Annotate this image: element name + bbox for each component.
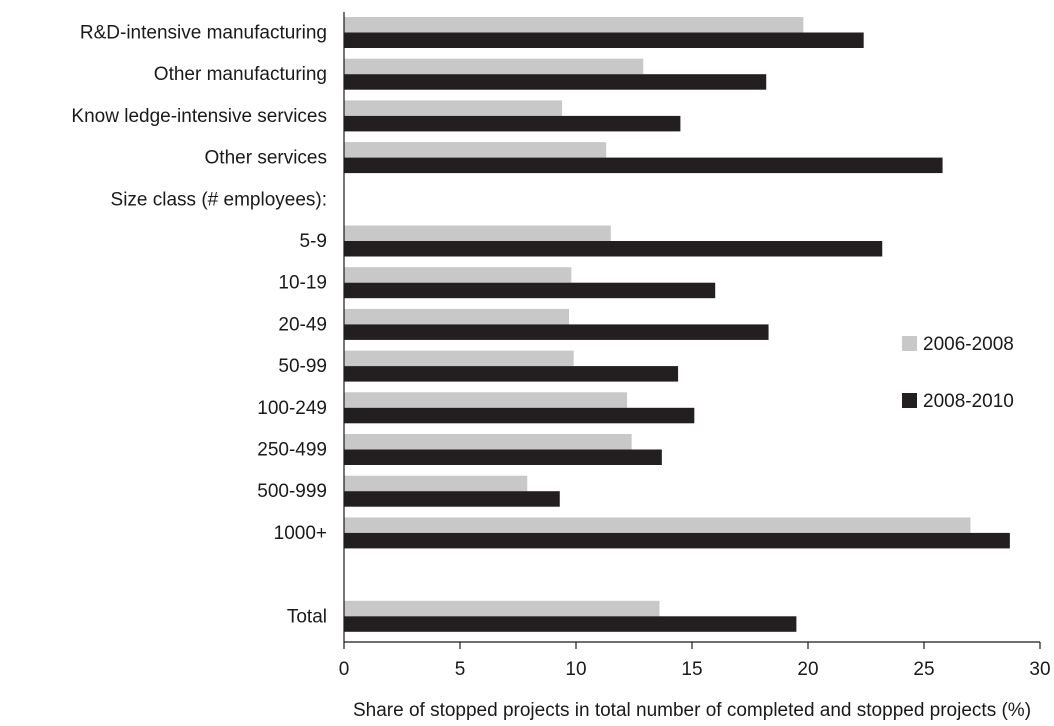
category-label: 250-499: [257, 440, 327, 461]
x-tick-label: 30: [1029, 659, 1050, 680]
x-tick-label: 20: [797, 659, 818, 680]
bar-2006-2008: [344, 58, 644, 75]
bar-2006-2008: [344, 434, 632, 450]
category-label: Other services: [205, 148, 327, 169]
x-axis-title: Share of stopped projects in total numbe…: [353, 700, 1031, 721]
legend: 2006-2008 2008-2010: [902, 334, 1014, 412]
bar-2006-2008: [344, 225, 611, 241]
category-label: 10-19: [278, 273, 327, 294]
bar-2008-2010: [344, 74, 767, 90]
category-label: 1000+: [274, 523, 327, 544]
bar-2006-2008: [344, 517, 971, 533]
bar-2006-2008: [344, 100, 563, 116]
bar-2006-2008: [344, 142, 607, 158]
category-label: 5-9: [300, 231, 327, 252]
x-tick-label: 5: [455, 659, 466, 680]
bar-2008-2010: [344, 241, 883, 257]
bar-2008-2010: [344, 449, 662, 465]
bar-2008-2010: [344, 407, 695, 424]
x-tick-label: 0: [339, 659, 350, 680]
bar-2008-2010: [344, 491, 560, 507]
bar-2006-2008: [344, 17, 804, 33]
bar-2008-2010: [344, 115, 681, 132]
bar-2008-2010: [344, 324, 769, 340]
category-labels: R&D-intensive manufacturing Other manufac…: [71, 23, 327, 628]
category-label: 100-249: [257, 398, 327, 419]
x-axis-ticks: 0 5 10 15 20 25 30: [339, 642, 1051, 680]
x-tick-label: 25: [913, 659, 934, 680]
legend-swatch: [902, 393, 917, 408]
category-label: R&D-intensive manufacturing: [80, 23, 327, 44]
category-label: Size class (# employees):: [111, 189, 327, 210]
bar-2008-2010: [344, 157, 943, 174]
category-label: Other manufacturing: [154, 64, 327, 85]
category-label: Know ledge-intensive services: [71, 106, 327, 127]
x-tick-label: 15: [681, 659, 702, 680]
bar-2008-2010: [344, 616, 797, 632]
legend-label: 2006-2008: [923, 334, 1014, 355]
bar-2006-2008: [344, 392, 628, 408]
category-label: 50-99: [278, 356, 327, 377]
bar-2006-2008: [344, 600, 660, 617]
bar-2006-2008: [344, 475, 528, 492]
legend-swatch: [902, 336, 917, 351]
category-label: 500-999: [257, 481, 327, 502]
bar-2006-2008: [344, 267, 572, 283]
bars-group: [344, 17, 1010, 632]
bar-2008-2010: [344, 532, 1010, 549]
bar-2008-2010: [344, 32, 864, 48]
legend-label: 2008-2010: [923, 391, 1014, 412]
bar-2008-2010: [344, 282, 716, 299]
bar-2006-2008: [344, 350, 574, 367]
category-label: Total: [287, 606, 327, 627]
bar-2006-2008: [344, 308, 570, 325]
x-tick-label: 10: [565, 659, 586, 680]
category-label: 20-49: [278, 314, 327, 335]
bar-2008-2010: [344, 366, 679, 382]
